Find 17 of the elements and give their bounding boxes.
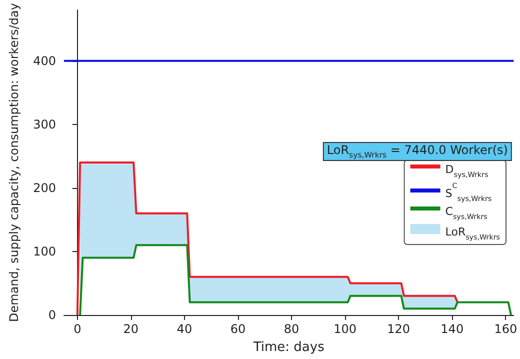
x-tick-label: 160 — [494, 322, 518, 336]
x-tick-label: 60 — [230, 322, 246, 336]
x-axis-title: Time: days — [252, 340, 325, 355]
x-tick-label: 80 — [284, 322, 300, 336]
x-tick-label: 0 — [74, 322, 82, 336]
x-tick-label: 100 — [334, 322, 357, 336]
y-tick-label: 0 — [48, 308, 56, 322]
y-tick-label: 100 — [33, 244, 56, 258]
y-tick-label: 300 — [33, 117, 56, 132]
x-tick-label: 20 — [123, 322, 139, 336]
x-tick-label: 140 — [440, 322, 464, 336]
x-tick-label: 120 — [387, 322, 410, 336]
y-tick-label: 200 — [33, 180, 56, 195]
x-tick-label: 40 — [176, 322, 192, 336]
line-series — [79, 244, 512, 316]
y-tick-label: 400 — [33, 54, 56, 68]
y-axis-title: Demand, supply capacity, consumption: workers/day — [7, 3, 21, 322]
